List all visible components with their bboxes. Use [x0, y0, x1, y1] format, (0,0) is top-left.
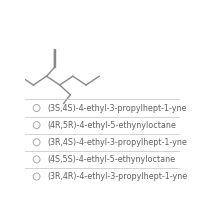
Text: (3R,4S)-4-ethyl-3-propylhept-1-yne: (3R,4S)-4-ethyl-3-propylhept-1-yne [47, 138, 187, 147]
Text: (4S,5S)-4-ethyl-5-ethynyloctane: (4S,5S)-4-ethyl-5-ethynyloctane [47, 155, 176, 164]
Text: (3S,4S)-4-ethyl-3-propylhept-1-yne: (3S,4S)-4-ethyl-3-propylhept-1-yne [47, 104, 187, 113]
Text: (3R,4R)-4-ethyl-3-propylhept-1-yne: (3R,4R)-4-ethyl-3-propylhept-1-yne [47, 172, 188, 181]
Text: (4R,5R)-4-ethyl-5-ethynyloctane: (4R,5R)-4-ethyl-5-ethynyloctane [47, 121, 176, 130]
